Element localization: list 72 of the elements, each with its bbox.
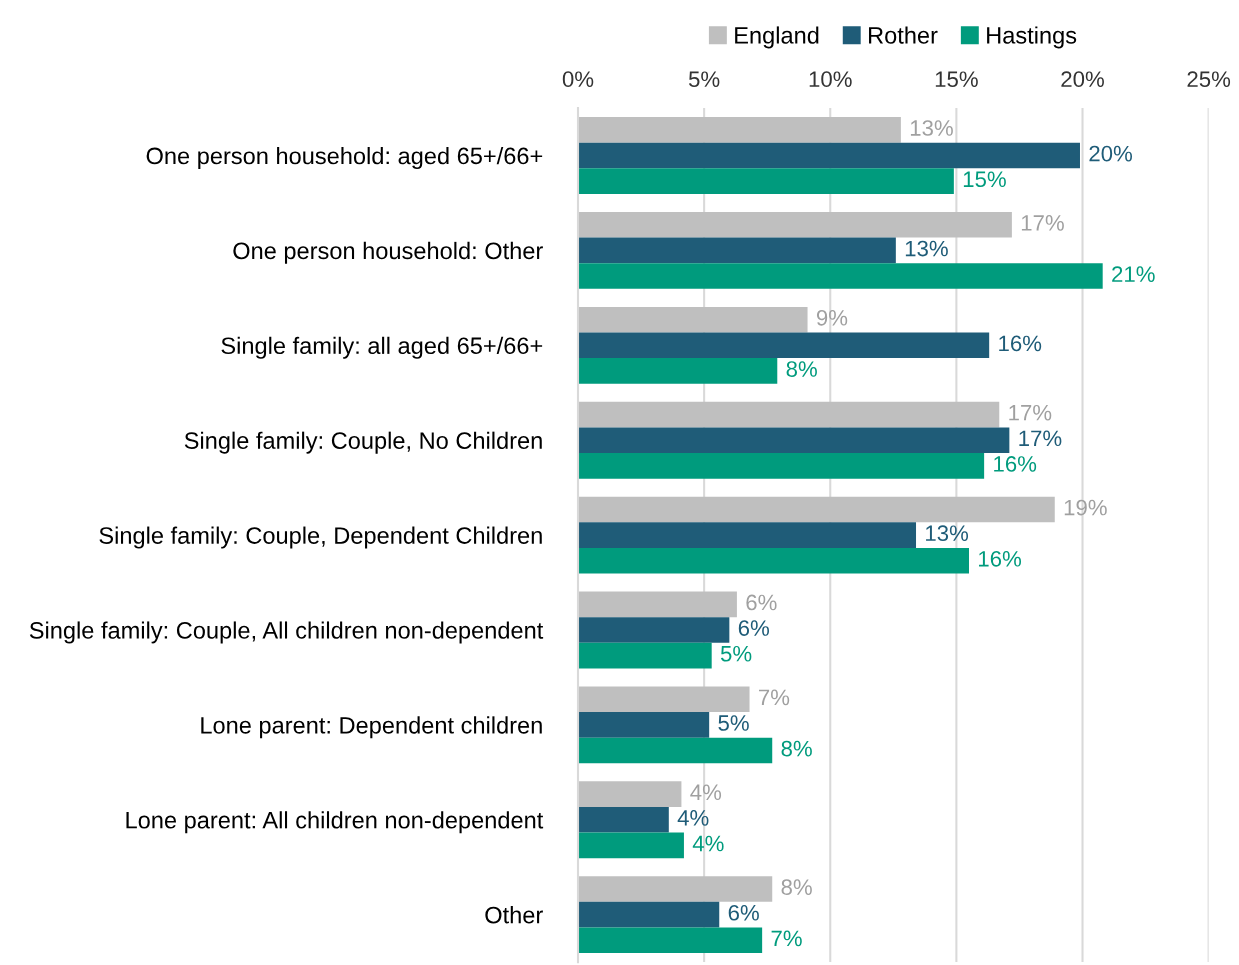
bar <box>577 927 763 954</box>
data-label: 17% <box>1021 215 1064 231</box>
data-label: 9% <box>816 309 848 326</box>
bar <box>577 686 750 713</box>
bar <box>577 237 896 264</box>
data-label: 15% <box>963 171 1006 188</box>
data-label: 13% <box>926 525 969 542</box>
bar <box>577 617 730 643</box>
legend-label: Rother <box>869 26 938 44</box>
y-tick-label: Single family: Couple, All children non-dependent <box>29 621 544 644</box>
data-label: 5% <box>720 645 752 662</box>
data-label: 16% <box>979 550 1022 567</box>
bar <box>577 806 669 833</box>
bar <box>577 496 1055 523</box>
data-label: 6% <box>728 904 759 921</box>
x-tick-label: 25% <box>1187 71 1231 88</box>
data-label: 8% <box>781 879 812 895</box>
data-label: 16% <box>994 456 1037 472</box>
bar <box>577 332 990 359</box>
data-label: 4% <box>692 835 724 852</box>
data-label: 20% <box>1089 145 1133 162</box>
bar <box>577 142 1080 169</box>
y-tick-label: Other <box>485 906 543 924</box>
bar <box>577 168 954 194</box>
bar <box>577 642 712 669</box>
data-label: 21% <box>1112 266 1155 282</box>
x-tick-label: 15% <box>935 71 978 88</box>
data-label: 4% <box>677 810 709 826</box>
bar <box>577 453 985 479</box>
bar <box>577 876 773 902</box>
bar <box>577 522 917 548</box>
y-tick-label: One person household: Other <box>233 241 543 264</box>
y-tick-label: Lone parent: All children non-dependent <box>126 811 544 834</box>
y-tick-label: Single family: all aged 65+/66+ <box>221 336 543 359</box>
bar <box>577 306 808 333</box>
data-label: 8% <box>786 361 817 377</box>
bar <box>577 591 737 618</box>
legend-label: England <box>735 26 819 49</box>
data-label: 6% <box>738 620 770 636</box>
bar <box>577 901 720 928</box>
data-label: 19% <box>1064 499 1107 516</box>
y-tick-label: Single family: Couple, Dependent Children <box>99 526 542 549</box>
data-label: 13% <box>910 120 953 136</box>
data-label: 5% <box>718 715 749 731</box>
x-tick-label: 10% <box>809 71 852 88</box>
x-tick-label: 20% <box>1061 71 1104 88</box>
bar <box>577 117 901 143</box>
data-label: 4% <box>690 784 722 801</box>
bar <box>577 427 1010 454</box>
x-tick-label: 5% <box>688 71 720 88</box>
data-label: 6% <box>746 594 777 611</box>
bar <box>577 401 1000 428</box>
data-label: 17% <box>1009 404 1052 421</box>
data-label: 7% <box>771 930 802 947</box>
y-tick-label: Single family: Couple, No Children <box>184 431 542 454</box>
bar <box>577 781 682 807</box>
x-tick-label: 0% <box>562 71 594 88</box>
legend-label: Hastings <box>987 26 1077 49</box>
y-tick-label: Lone parent: Dependent children <box>201 716 542 739</box>
y-tick-label: One person household: aged 65+/66+ <box>146 146 543 169</box>
bar <box>577 737 773 764</box>
bar <box>577 263 1103 289</box>
bar <box>577 712 710 738</box>
bar <box>577 211 1012 238</box>
data-label: 16% <box>999 335 1042 352</box>
bar <box>577 832 684 859</box>
data-label: 8% <box>781 740 812 757</box>
data-label: 17% <box>1019 430 1062 447</box>
data-label: 13% <box>905 240 948 257</box>
bar <box>577 358 778 384</box>
data-label: 7% <box>759 689 790 706</box>
bar <box>577 547 969 574</box>
